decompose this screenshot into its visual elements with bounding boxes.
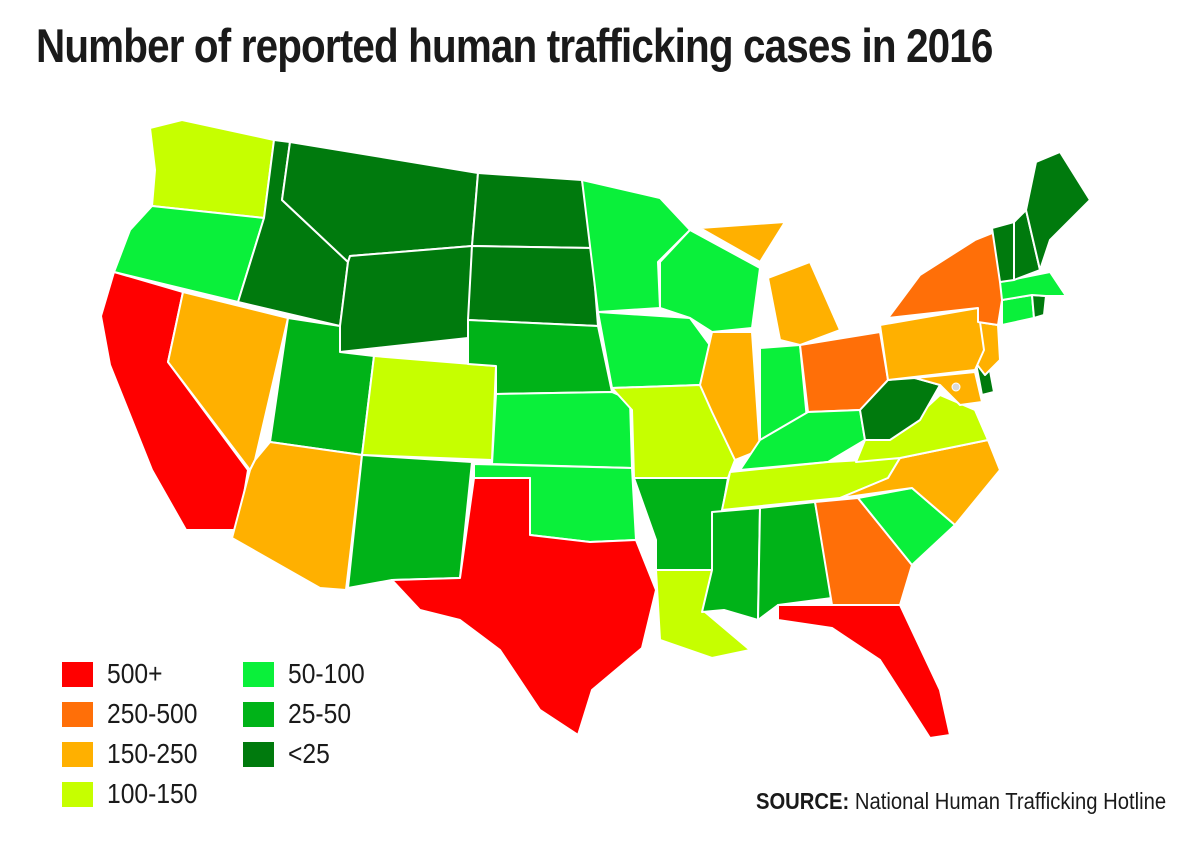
state-north-carolina[interactable] (839, 439, 1001, 526)
legend-item-under-25: <25 (243, 738, 336, 769)
legend-item-250-500: 250-500 (62, 698, 210, 729)
legend-item-25-50: 25-50 (243, 698, 360, 729)
source-credit: SOURCE: National Human Trafficking Hotli… (756, 788, 1166, 815)
legend-swatch (62, 701, 93, 727)
legend-swatch (62, 741, 93, 767)
legend-label: 50-100 (288, 658, 365, 689)
state-maryland[interactable] (914, 371, 983, 406)
state-iowa[interactable] (597, 311, 713, 389)
legend-label: 100-150 (107, 778, 198, 809)
legend-swatch (62, 661, 93, 687)
state-florida[interactable] (777, 604, 951, 739)
map-title: Number of reported human trafficking cas… (36, 19, 993, 72)
legend-swatch (243, 741, 274, 767)
legend-label: 150-250 (107, 738, 198, 769)
state-illinois[interactable] (699, 331, 761, 461)
source-label: SOURCE: (755, 788, 850, 814)
legend-item-500-plus: 500+ (62, 658, 170, 689)
state-wyoming[interactable] (339, 245, 473, 353)
legend-item-50-100: 50-100 (243, 658, 375, 689)
state-michigan[interactable] (699, 221, 841, 346)
state-rhode-island[interactable] (1031, 294, 1047, 319)
state-maine[interactable] (1025, 151, 1091, 271)
state-georgia[interactable] (814, 497, 913, 606)
legend-label: 250-500 (107, 698, 198, 729)
state-new-mexico[interactable] (347, 454, 473, 589)
state-pennsylvania[interactable] (879, 307, 985, 381)
state-wisconsin[interactable] (659, 229, 761, 333)
state-washington[interactable] (149, 119, 275, 219)
state-texas[interactable] (391, 477, 657, 736)
dc-marker (951, 382, 961, 392)
state-colorado[interactable] (361, 355, 497, 461)
source-text: National Human Trafficking Hotline (849, 788, 1166, 814)
state-kansas[interactable] (491, 391, 633, 469)
state-oregon[interactable] (113, 205, 265, 303)
state-north-dakota[interactable] (471, 172, 593, 249)
state-south-dakota[interactable] (467, 245, 599, 327)
state-alabama[interactable] (757, 501, 833, 621)
legend-swatch (62, 781, 93, 807)
legend-label: 500+ (107, 658, 163, 689)
legend-swatch (243, 701, 274, 727)
legend-label: <25 (288, 738, 330, 769)
legend-item-100-150: 100-150 (62, 778, 210, 809)
legend-swatch (243, 661, 274, 687)
state-new-york[interactable] (887, 229, 1003, 326)
legend-label: 25-50 (288, 698, 352, 729)
legend-item-150-250: 150-250 (62, 738, 210, 769)
